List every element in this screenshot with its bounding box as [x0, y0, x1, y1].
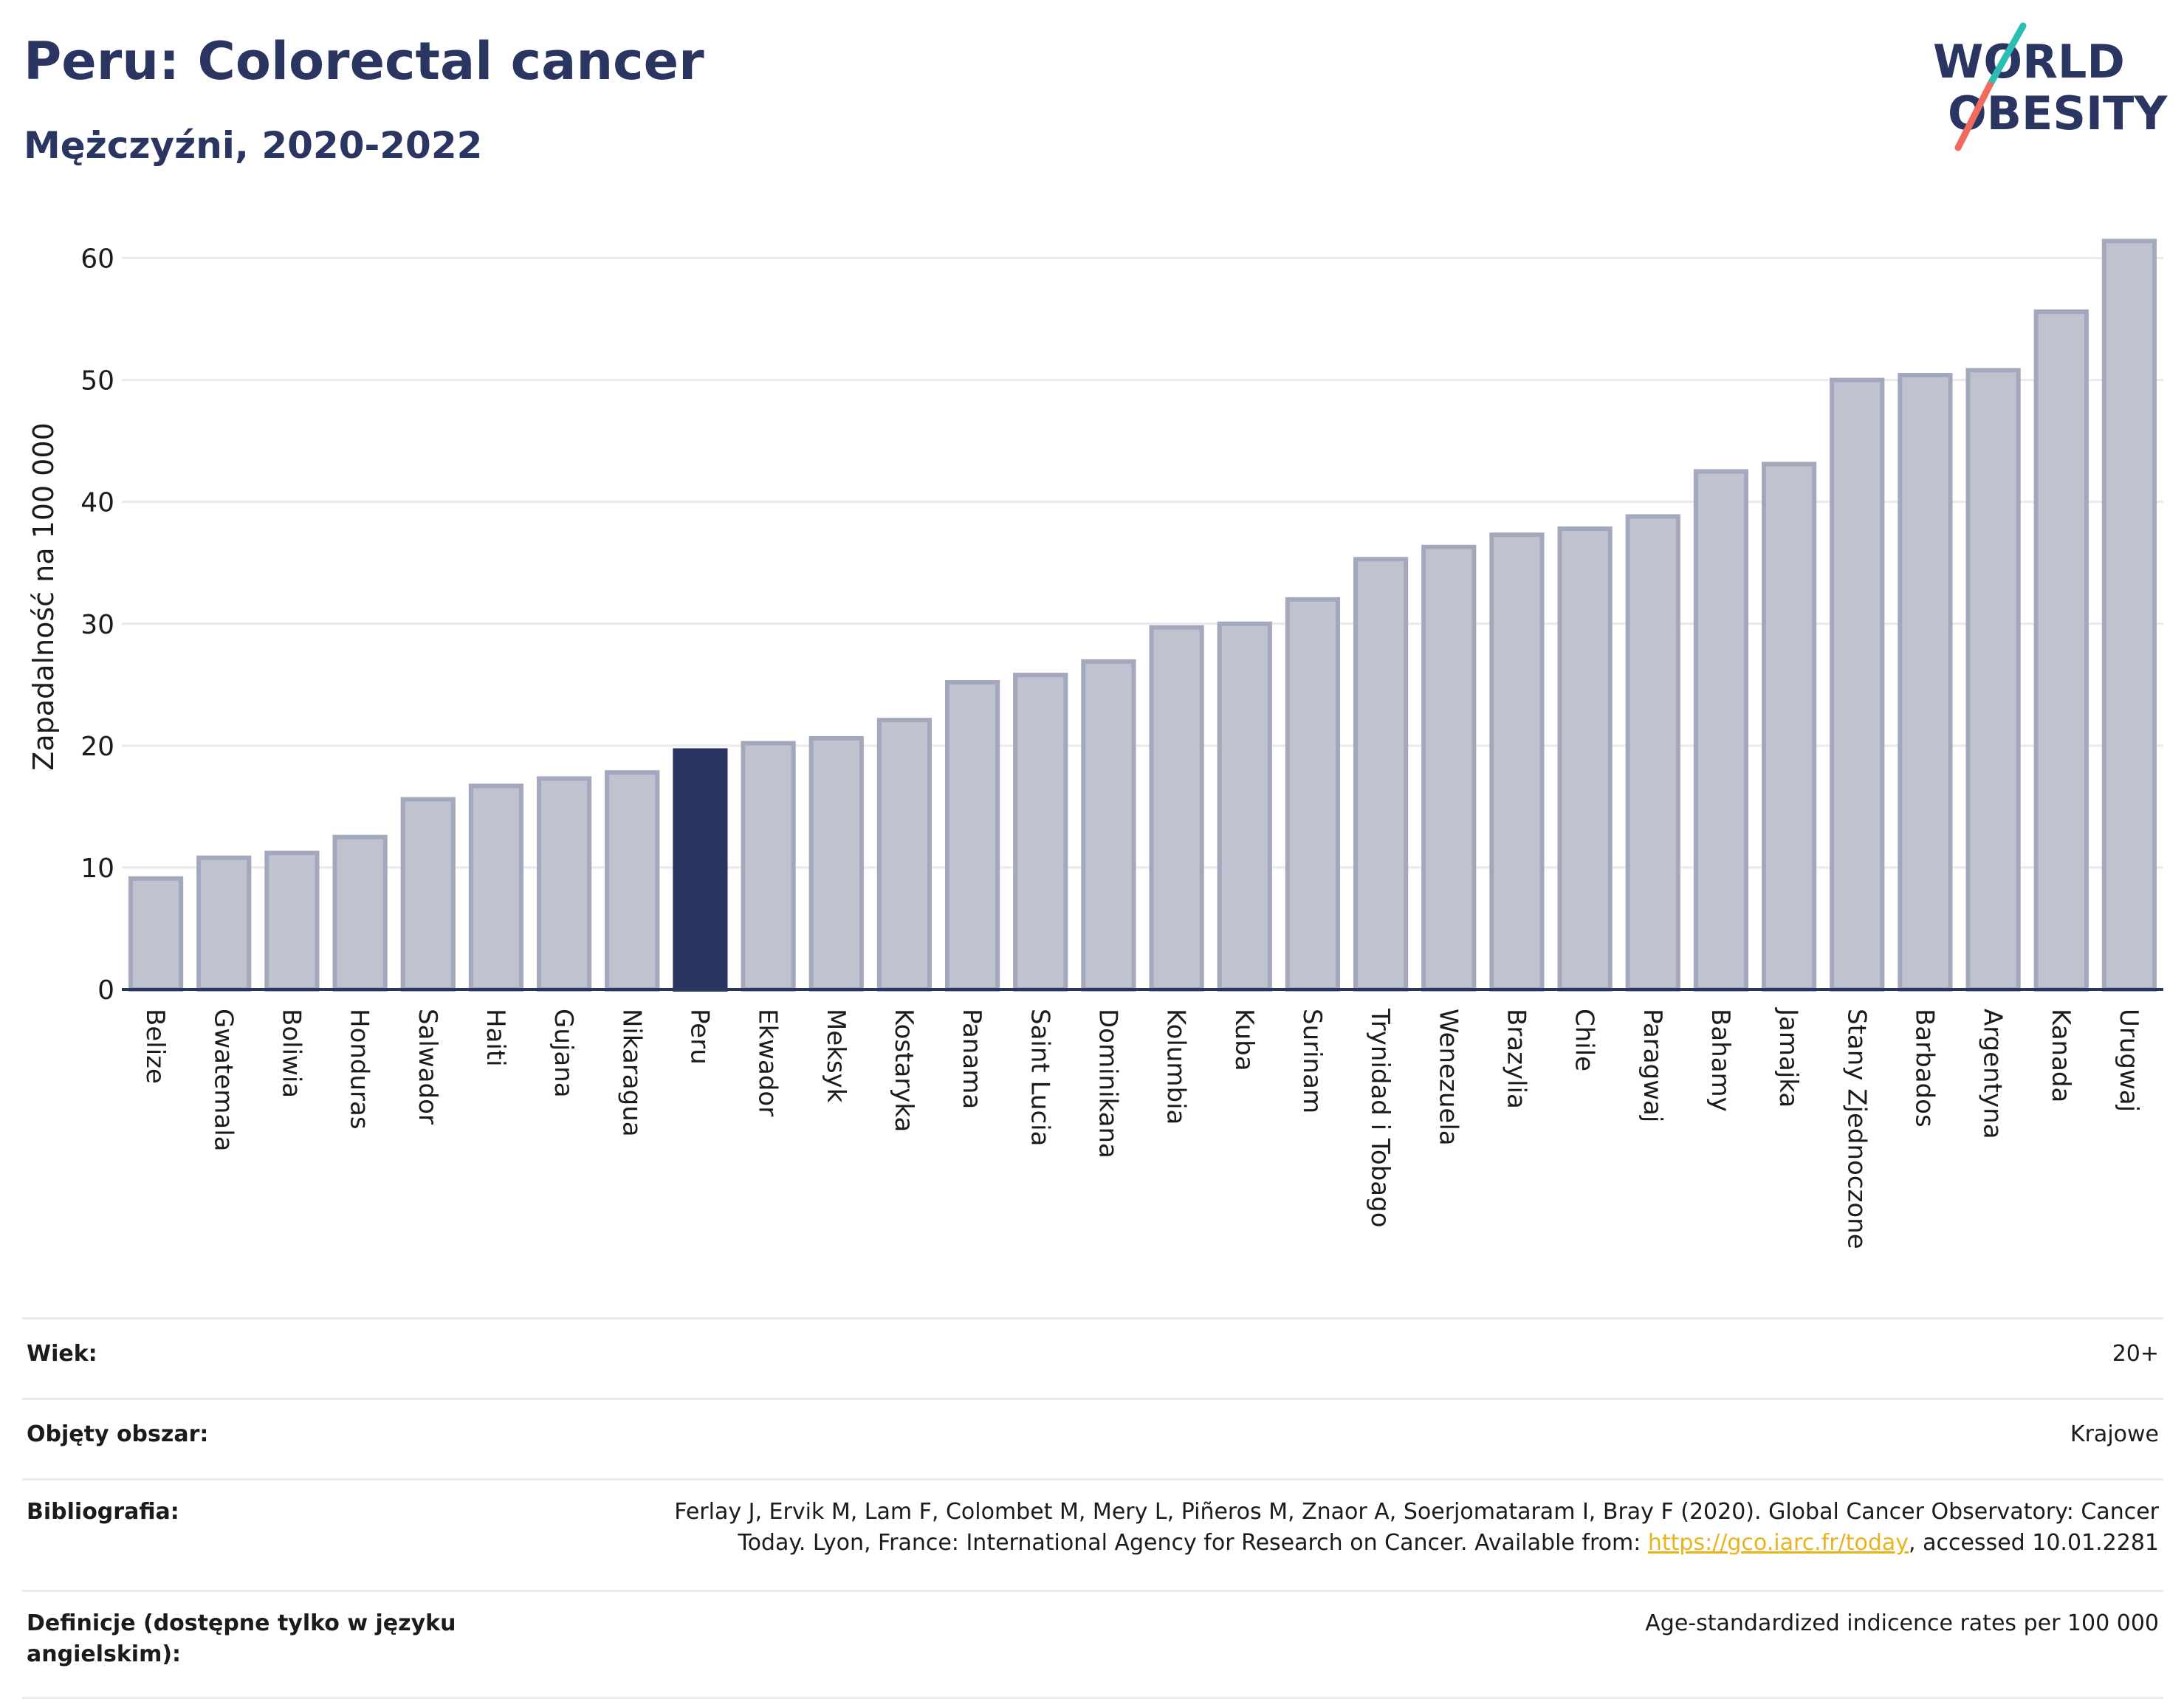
bibliography-link[interactable]: https://gco.iarc.fr/today	[1647, 1530, 1909, 1556]
x-tick-label: Belize	[140, 1009, 170, 1084]
bar-gwatemala	[196, 855, 252, 992]
x-tick-label: Honduras	[345, 1009, 374, 1130]
bar-stany-zjednoczone	[1830, 377, 1885, 992]
info-row-bibliography: Bibliografia: Ferlay J, Ervik M, Lam F, …	[22, 1478, 2163, 1592]
bar-saint-lucia	[1013, 673, 1068, 992]
bar-jamajka	[1761, 461, 1817, 992]
info-table: Wiek: 20+ Objęty obszar: Krajowe Bibliog…	[22, 1317, 2163, 1699]
x-tick-label: Peru	[684, 1009, 714, 1065]
x-tick-label: Barbados	[1909, 1009, 1939, 1127]
x-tick-label: Argentyna	[1978, 1009, 2008, 1139]
bibliography-label: Bibliografia:	[22, 1478, 489, 1592]
x-tick-label: Urugwaj	[2114, 1009, 2143, 1112]
logo-line-1: WORLD	[1933, 35, 2125, 89]
bibliography-text-3: , accessed 10.01.2281	[1909, 1530, 2159, 1556]
x-tick-label: Chile	[1570, 1009, 1599, 1071]
chart-subtitle: Mężczyźni, 2020-2022	[24, 124, 483, 167]
x-tick-label: Salwador	[413, 1009, 442, 1125]
bibliography-value: Ferlay J, Ervik M, Lam F, Colombet M, Me…	[489, 1478, 2163, 1592]
axes: 0 10 20 30 40 50 60 Belize Gwatemala Boliwia Hondu…	[80, 244, 2163, 1249]
bar-argentyna	[1965, 368, 2021, 992]
x-tick-label: Dominikana	[1093, 1009, 1122, 1159]
x-tick-label: Ekwador	[753, 1009, 783, 1116]
x-tick-label: Saint Lucia	[1025, 1009, 1054, 1146]
x-tick-label: Surinam	[1297, 1009, 1327, 1113]
bar-bahamy	[1693, 469, 1749, 992]
bar-panama	[944, 680, 1000, 992]
x-tick-label: Nikaragua	[617, 1009, 646, 1137]
bar-surinam	[1285, 597, 1341, 992]
bar-kostaryka	[876, 718, 933, 992]
bar-kolumbia	[1149, 625, 1204, 992]
y-tick-label: 60	[80, 244, 114, 275]
x-tick-label: Kuba	[1229, 1009, 1259, 1071]
x-tick-label: Stany Zjednoczone	[1841, 1009, 1871, 1249]
x-tick-label: Brazylia	[1501, 1009, 1531, 1109]
bar-peru	[673, 748, 728, 992]
gridlines	[122, 257, 2163, 869]
x-tick-label: Kolumbia	[1161, 1009, 1191, 1125]
x-tick-label: Haiti	[481, 1009, 510, 1067]
bar-chart: 0 10 20 30 40 50 60 Belize Gwatemala Boliwia Hondu…	[27, 238, 2163, 1249]
age-label: Wiek:	[22, 1317, 489, 1400]
y-tick-label: 40	[80, 488, 114, 518]
x-tick-label: Kanada	[2046, 1009, 2075, 1102]
coverage-label: Objęty obszar:	[22, 1398, 489, 1480]
y-tick-label: 0	[97, 975, 114, 1006]
bibliography-text-1: Ferlay J, Ervik M, Lam F, Colombet M, Me…	[674, 1499, 2159, 1525]
info-row-definitions: Definicje (dostępne tylko w języku angie…	[22, 1590, 2163, 1699]
x-tick-label: Gujana	[549, 1009, 578, 1098]
info-row-coverage: Objęty obszar: Krajowe	[22, 1398, 2163, 1480]
bar-boliwia	[264, 851, 320, 992]
bar-chile	[1557, 526, 1613, 992]
logo-slash-teal	[1986, 22, 2027, 89]
y-tick-label: 50	[80, 366, 114, 397]
bar-kanada	[2033, 309, 2089, 992]
bar-trynidad-i-tobago	[1353, 557, 1409, 992]
bar-gujana	[536, 776, 592, 992]
bar-belize	[128, 876, 184, 992]
bar-urugwaj	[2101, 238, 2157, 992]
bibliography-text-2: Today. Lyon, France: International Agenc…	[738, 1530, 1648, 1556]
bar-barbados	[1898, 373, 1953, 992]
bar-nikaragua	[605, 770, 660, 992]
chart-title: Peru: Colorectal cancer	[24, 31, 704, 92]
x-tick-label: Paragwaj	[1638, 1009, 1667, 1122]
bar-honduras	[332, 834, 388, 992]
definitions-label: Definicje (dostępne tylko w języku angie…	[22, 1590, 489, 1699]
x-tick-label: Bahamy	[1706, 1009, 1735, 1112]
x-tick-label: Trynidad i Tobago	[1365, 1008, 1395, 1228]
x-tick-label: Meksyk	[821, 1009, 851, 1103]
bars	[128, 238, 2157, 992]
bar-dominikana	[1081, 659, 1136, 992]
y-tick-label: 20	[80, 732, 114, 762]
x-tick-label: Panama	[957, 1009, 986, 1109]
y-tick-label: 30	[80, 610, 114, 640]
bar-paragwaj	[1625, 514, 1680, 992]
info-row-age: Wiek: 20+	[22, 1317, 2163, 1400]
y-axis-label: Zapadalność na 100 000	[27, 422, 60, 770]
x-tick-label: Wenezuela	[1433, 1009, 1463, 1146]
y-tick-label: 10	[80, 854, 114, 884]
bar-meksyk	[808, 735, 864, 992]
x-tick-label: Boliwia	[276, 1009, 306, 1098]
x-tick-label: Gwatemala	[208, 1009, 238, 1151]
bar-salwador	[400, 797, 456, 992]
x-tick-label: Kostaryka	[889, 1009, 918, 1132]
bar-kuba	[1217, 621, 1272, 992]
bar-haiti	[468, 783, 524, 992]
logo-slash-coral	[1954, 81, 1994, 151]
bar-ekwador	[741, 741, 796, 992]
bar-wenezuela	[1421, 544, 1477, 992]
world-obesity-logo: WORLD OBESITY	[1933, 22, 2168, 151]
x-tick-label: Jamajka	[1773, 1007, 1803, 1108]
coverage-value: Krajowe	[489, 1398, 2163, 1480]
age-value: 20+	[489, 1317, 2163, 1400]
bar-brazylia	[1489, 532, 1545, 992]
definitions-value: Age-standardized indicence rates per 100…	[489, 1590, 2163, 1699]
